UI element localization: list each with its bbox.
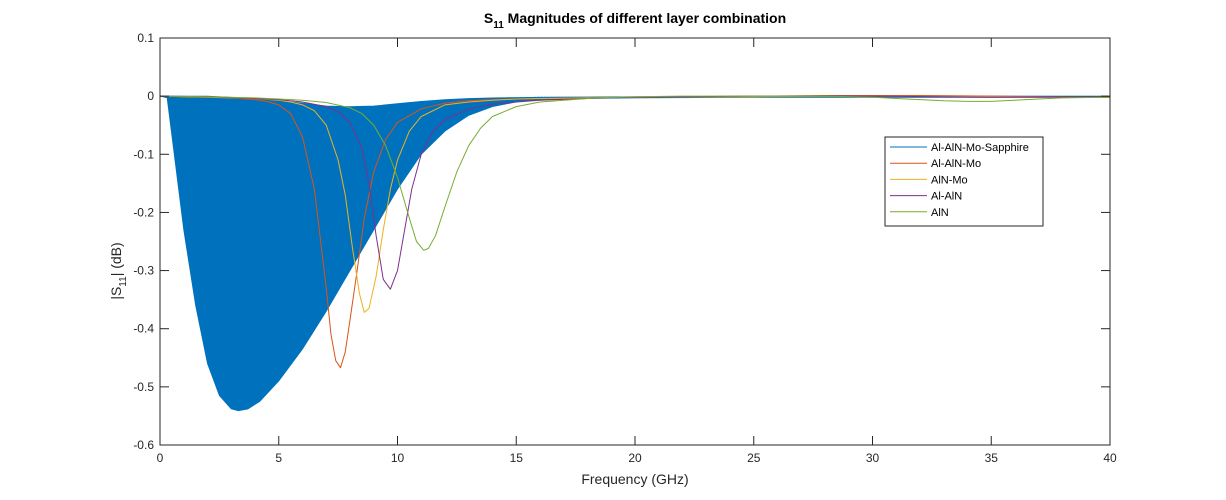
y-tick-label: 0 <box>147 89 154 103</box>
x-tick-label: 40 <box>1103 451 1117 465</box>
y-axis-label: |S11| (dB) <box>108 242 129 299</box>
axes: 0 5 10 15 20 25 30 35 40 0.1 0 -0.1 -0.2 -0.3 -0.4 -0.5… <box>133 31 1117 465</box>
legend-box <box>884 136 1044 227</box>
legend: Al-AlN-Mo-Sapphire Al-AlN-Mo AlN-Mo Al-AlN A… <box>884 136 1044 227</box>
y-axis-label-subscript: 11 <box>118 276 129 287</box>
legend-label-aln-mo: AlN-Mo <box>931 174 968 186</box>
legend-label-al-aln: Al-AlN <box>931 191 962 203</box>
legend-label-al-aln-mo-sapphire: Al-AlN-Mo-Sapphire <box>931 142 1029 154</box>
chart-title-subscript: 11 <box>493 20 504 31</box>
x-tick-label: 5 <box>275 451 282 465</box>
x-axis-label: Frequency (GHz) <box>581 471 688 487</box>
y-tick-label: -0.6 <box>133 438 154 452</box>
plot-area <box>160 95 1110 412</box>
legend-label-aln: AlN <box>931 207 949 219</box>
series-line-aln <box>160 95 1110 251</box>
y-tick-label: -0.2 <box>133 205 154 219</box>
chart-title: S11 Magnitudes of different layer combin… <box>484 10 786 31</box>
x-tick-label: 10 <box>391 451 405 465</box>
series-line-aln-mo <box>160 95 1110 313</box>
x-tick-label: 25 <box>747 451 761 465</box>
x-tick-label: 20 <box>628 451 642 465</box>
x-tick-label: 35 <box>985 451 999 465</box>
y-tick-label: -0.3 <box>133 264 154 278</box>
x-tick-label: 30 <box>866 451 880 465</box>
legend-label-al-aln-mo: Al-AlN-Mo <box>931 158 981 170</box>
y-tick-label: -0.1 <box>133 147 154 161</box>
y-tick-label: -0.4 <box>133 322 154 336</box>
y-tick-label: -0.5 <box>133 380 154 394</box>
x-tick-label: 15 <box>510 451 524 465</box>
y-tick-label: 0.1 <box>137 31 154 45</box>
x-tick-label: 0 <box>157 451 164 465</box>
